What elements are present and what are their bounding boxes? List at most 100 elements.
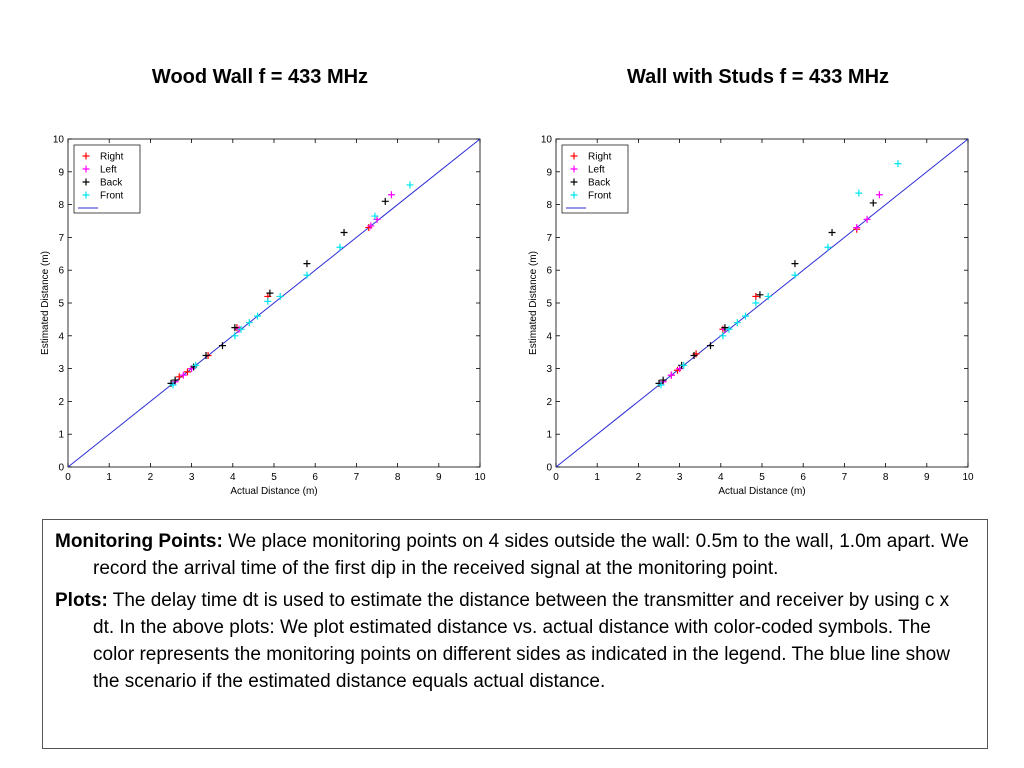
legend-label-left: Left: [100, 165, 117, 176]
data-point-left: [179, 371, 187, 379]
x-tick-label: 1: [106, 472, 112, 483]
y-tick-label: 4: [58, 331, 64, 342]
chart-title-wall-with-studs: Wall with Studs f = 433 MHz: [626, 66, 890, 88]
data-point-back: [869, 199, 877, 207]
chart-title-wood-wall: Wood Wall f = 433 MHz: [151, 66, 369, 88]
y-tick-label: 3: [546, 364, 552, 375]
legend-label-right: Right: [588, 152, 612, 163]
data-point-front: [406, 181, 414, 189]
data-point-front: [371, 212, 379, 220]
data-point-front: [237, 325, 245, 333]
data-point-back: [756, 291, 764, 299]
data-point-front: [719, 332, 727, 340]
data-point-front: [657, 381, 665, 389]
data-point-back: [219, 342, 226, 350]
legend-marker-left: [82, 165, 90, 173]
y-tick-label: 10: [541, 135, 553, 146]
x-tick-label: 0: [65, 472, 71, 483]
plots-paragraph: Plots: The delay time dt is used to esti…: [55, 587, 975, 695]
data-point-front: [303, 271, 311, 279]
y-tick-label: 7: [58, 233, 64, 244]
data-point-front: [894, 160, 902, 168]
y-tick-label: 5: [546, 299, 552, 310]
x-tick-label: 9: [436, 472, 442, 483]
x-axis-label: Actual Distance (m): [718, 486, 805, 497]
data-point-front: [245, 319, 253, 327]
legend-marker-front: [570, 191, 578, 199]
monitoring-points-heading: Monitoring Points:: [55, 531, 223, 552]
data-point-back: [659, 376, 667, 384]
x-tick-label: 2: [636, 472, 642, 483]
y-tick-label: 2: [546, 397, 552, 408]
y-tick-label: 6: [58, 266, 64, 277]
y-tick-label: 8: [546, 200, 552, 211]
y-tick-label: 1: [546, 430, 552, 441]
reference-line-y-equals-x: [555, 138, 969, 468]
data-point-back: [303, 260, 311, 268]
data-point-front: [725, 325, 733, 333]
data-point-front: [231, 332, 239, 340]
legend-label-back: Back: [588, 178, 611, 189]
data-point-right: [175, 373, 183, 381]
y-axis-label: Estimated Distance (m): [528, 251, 539, 355]
x-tick-label: 3: [189, 472, 195, 483]
data-point-back: [381, 197, 389, 205]
legend-label-front: Front: [100, 191, 124, 202]
data-point-right: [183, 368, 191, 376]
legend-label-front: Front: [588, 191, 612, 202]
x-axis-label: Actual Distance (m): [230, 486, 317, 497]
data-point-back: [231, 324, 239, 332]
legend-label-back: Back: [100, 178, 123, 189]
x-tick-label: 0: [553, 472, 559, 483]
legend-marker-right: [570, 152, 578, 160]
data-point-back: [791, 260, 799, 268]
data-point-front: [855, 189, 863, 197]
x-tick-label: 4: [230, 472, 236, 483]
data-point-back: [202, 351, 210, 359]
x-tick-label: 10: [474, 472, 486, 483]
legend-marker-back: [82, 178, 90, 186]
data-point-front: [742, 312, 750, 320]
legend-marker-right: [82, 152, 90, 160]
data-point-front: [192, 361, 200, 369]
data-point-front: [264, 297, 272, 305]
y-tick-label: 0: [546, 463, 552, 474]
data-point-left: [667, 371, 675, 379]
data-point-left: [863, 215, 871, 223]
data-point-front: [791, 271, 799, 279]
series-front: [657, 160, 902, 389]
data-point-left: [853, 224, 861, 232]
y-tick-label: 1: [58, 430, 64, 441]
x-tick-label: 7: [842, 472, 848, 483]
y-tick-label: 8: [58, 200, 64, 211]
data-point-front: [254, 312, 262, 320]
reference-line-y-equals-x: [67, 138, 481, 468]
description-textbox: Monitoring Points: We place monitoring p…: [42, 519, 988, 749]
data-point-back: [690, 351, 698, 359]
axis-ticks: 0 1 2 3 4 5 6 7 8 9 10 0 1 2 3 4 5 6 7 8 9 10: [541, 135, 974, 484]
y-tick-label: 3: [58, 364, 64, 375]
x-tick-label: 6: [800, 472, 806, 483]
data-point-front: [824, 243, 832, 251]
plots-heading: Plots:: [55, 590, 108, 611]
data-point-back: [721, 324, 729, 332]
scatter-plot-wood-wall: 0 1 2 3 4 5 6 7 8 9 10 0 1 2 3 4 5 6 7 8 9 10 Actual Distance …: [40, 135, 486, 498]
scatter-plot-wall-with-studs: 0 1 2 3 4 5 6 7 8 9 10 0 1 2 3 4 5 6 7 8 9 10 Actual Distance …: [528, 135, 974, 498]
data-point-front: [733, 319, 741, 327]
x-tick-label: 7: [354, 472, 360, 483]
x-tick-label: 2: [148, 472, 154, 483]
data-point-right: [752, 292, 760, 300]
data-point-front: [752, 299, 760, 307]
data-point-back: [828, 228, 836, 236]
data-point-front: [764, 292, 772, 300]
legend-marker-front: [82, 191, 90, 199]
x-tick-label: 9: [924, 472, 930, 483]
data-point-front: [276, 292, 284, 300]
y-tick-label: 9: [58, 167, 64, 178]
x-tick-label: 8: [395, 472, 401, 483]
y-tick-label: 4: [546, 331, 552, 342]
y-tick-label: 9: [546, 167, 552, 178]
legend: Right Left Back Front: [561, 144, 629, 214]
legend: Right Left Back Front: [73, 144, 141, 214]
data-point-front: [336, 243, 344, 251]
